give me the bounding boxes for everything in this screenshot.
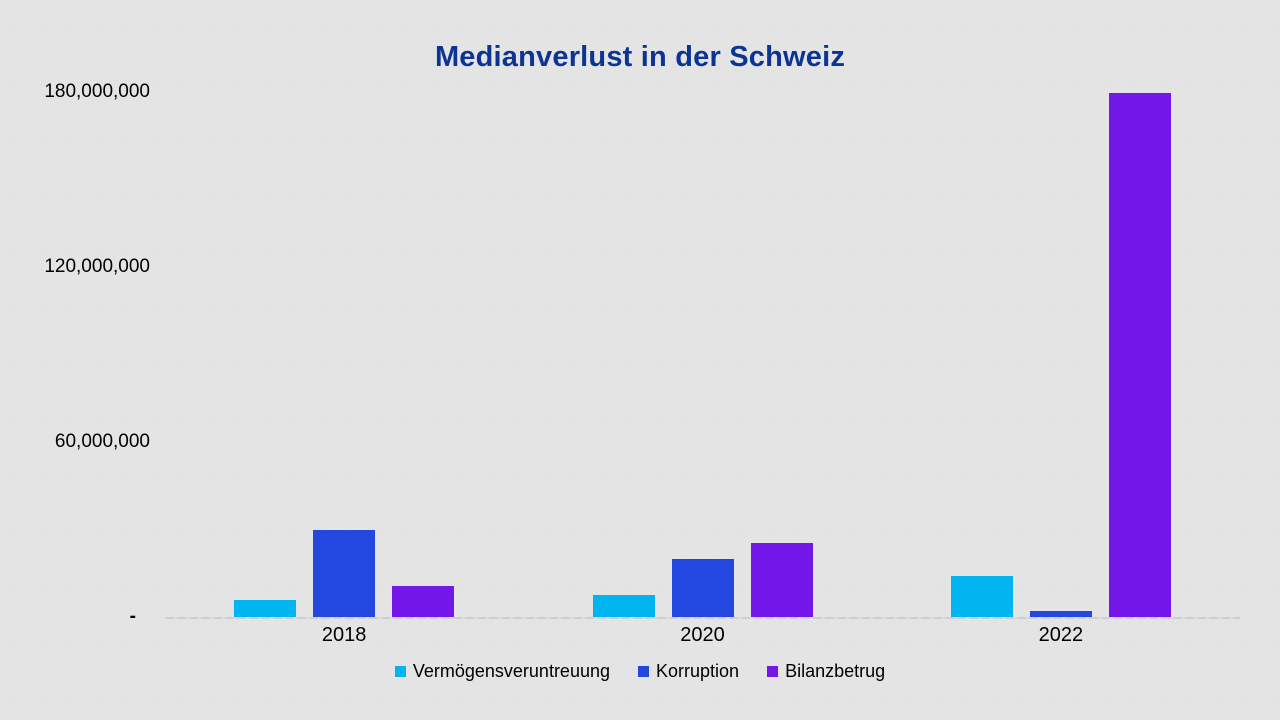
y-axis-tick-label: 180,000,000 xyxy=(44,81,150,102)
legend-label: Vermögensveruntreuung xyxy=(412,661,610,681)
bar-2020-series-2 xyxy=(750,542,813,617)
bar-2018-series-1 xyxy=(313,529,376,617)
y-axis-tick-label: 120,000,000 xyxy=(44,256,150,277)
legend-swatch-icon xyxy=(638,666,649,677)
bar-2022-series-1 xyxy=(1029,611,1092,617)
bar-2022-series-2 xyxy=(1108,93,1171,617)
bar-2020-series-0 xyxy=(592,595,655,617)
legend: Vermögensveruntreuung Korruption Bilanzbet… xyxy=(0,661,1280,682)
y-axis-tick-label: - xyxy=(129,606,136,627)
legend-swatch-icon xyxy=(394,666,406,677)
legend-label: Bilanzbetrug xyxy=(785,661,886,681)
legend-item-series-1: Korruption xyxy=(638,661,739,682)
bar-2018-series-2 xyxy=(392,586,455,617)
x-axis-label: 2020 xyxy=(680,624,725,646)
x-axis-line xyxy=(165,617,1240,619)
x-axis-label: 2018 xyxy=(321,624,367,646)
legend-label: Korruption xyxy=(656,661,740,681)
x-axis-label: 2022 xyxy=(1038,624,1084,646)
legend-item-series-2: Bilanzbetrug xyxy=(767,661,885,682)
bar-2018-series-0 xyxy=(234,599,297,617)
chart-title: Medianverlust in der Schweiz xyxy=(434,41,846,73)
y-axis-tick-label: 60,000,000 xyxy=(54,431,150,452)
bar-2020-series-1 xyxy=(671,558,734,617)
legend-swatch-icon xyxy=(767,666,779,677)
legend-item-series-0: Vermögensveruntreuung xyxy=(394,661,610,682)
bar-2022-series-0 xyxy=(950,576,1013,617)
